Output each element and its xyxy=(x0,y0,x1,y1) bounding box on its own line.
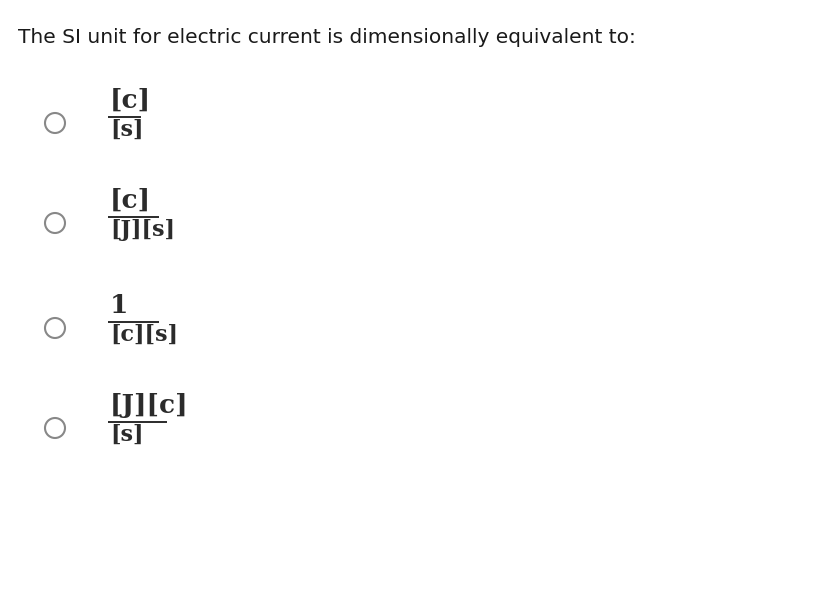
Text: The SI unit for electric current is dimensionally equivalent to:: The SI unit for electric current is dime… xyxy=(18,28,636,47)
Text: [c]: [c] xyxy=(110,88,151,113)
Text: [c]: [c] xyxy=(110,188,151,213)
Text: [J][c]: [J][c] xyxy=(110,393,188,418)
Text: [s]: [s] xyxy=(110,119,143,141)
Text: [s]: [s] xyxy=(110,424,143,446)
Text: [c][s]: [c][s] xyxy=(110,324,178,346)
Text: 1: 1 xyxy=(110,293,129,318)
Text: [J][s]: [J][s] xyxy=(110,219,175,241)
